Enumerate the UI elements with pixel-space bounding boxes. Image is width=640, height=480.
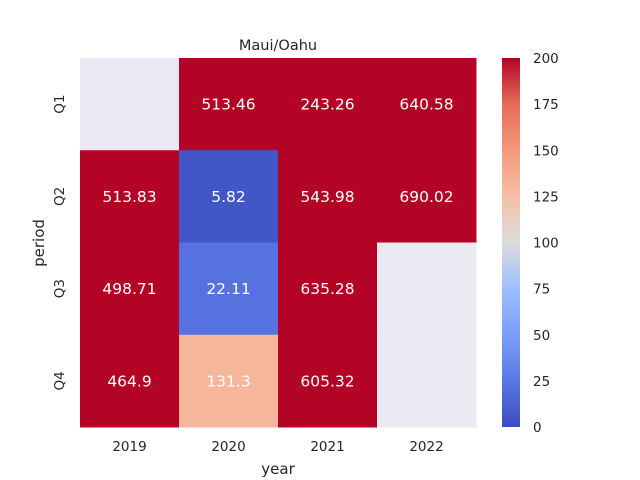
y-tick-label: Q3: [52, 279, 68, 298]
cell-value-label: 635.28: [300, 280, 354, 298]
heatmap-grid: 513.46 243.26 640.58 513.83 5.82 543.98 690.02…: [80, 58, 477, 428]
cell-value-label: 131.3: [206, 372, 250, 390]
cell-value-label: 543.98: [300, 188, 354, 206]
heatmap-cell: [179, 334, 279, 428]
colorbar-tick-label: 175: [533, 97, 559, 113]
x-tick-label: 2020: [211, 439, 245, 455]
cell-value-label: 513.46: [201, 96, 255, 114]
colorbar-tick-label: 100: [533, 236, 559, 252]
cell-value-label: 22.11: [206, 280, 250, 298]
x-tick-label: 2022: [409, 439, 443, 455]
heatmap-cell: [179, 58, 279, 151]
x-tick-label: 2019: [112, 439, 146, 455]
colorbar-ticks: 0 25 50 75 100 125 150 175 200: [533, 51, 559, 436]
colorbar: [502, 58, 520, 427]
heatmap-cell-empty: [377, 242, 477, 336]
y-axis-ticks: Q1 Q2 Q3 Q4: [52, 95, 68, 391]
heatmap-cell: [377, 150, 477, 243]
colorbar-tick-label: 25: [533, 374, 550, 390]
heatmap-cell: [80, 334, 180, 428]
heatmap-cell: [278, 58, 378, 151]
x-axis-label: year: [261, 460, 295, 478]
heatmap-cell: [80, 242, 180, 336]
heatmap-cell-empty: [80, 58, 180, 151]
y-tick-label: Q2: [52, 187, 68, 206]
x-axis-ticks: 2019 2020 2021 2022: [112, 439, 443, 455]
colorbar-tick-label: 50: [533, 328, 550, 344]
heatmap-cell: [377, 58, 477, 151]
chart-title: Maui/Oahu: [239, 38, 317, 54]
x-tick-label: 2021: [310, 439, 344, 455]
cell-value-label: 605.32: [300, 372, 354, 390]
cell-value-label: 243.26: [300, 96, 354, 114]
colorbar-tick-label: 125: [533, 189, 559, 205]
heatmap-cell: [278, 150, 378, 243]
colorbar-tick-label: 75: [533, 282, 550, 298]
colorbar-tick-label: 200: [533, 51, 559, 67]
cell-value-label: 5.82: [211, 188, 246, 206]
colorbar-tick-label: 0: [533, 420, 542, 436]
cell-value-label: 513.83: [102, 188, 156, 206]
heatmap-cell: [179, 150, 279, 243]
y-tick-label: Q1: [52, 95, 68, 114]
heatmap-cell-empty: [377, 334, 477, 428]
cell-value-label: 464.9: [107, 372, 151, 390]
cell-value-label: 690.02: [399, 188, 453, 206]
cell-value-label: 498.71: [102, 280, 156, 298]
y-tick-label: Q4: [52, 371, 68, 390]
heatmap-cell: [278, 242, 378, 336]
heatmap-cell: [278, 334, 378, 428]
y-axis-label: period: [30, 219, 48, 267]
heatmap-cell: [179, 242, 279, 336]
cell-value-label: 640.58: [399, 96, 453, 114]
heatmap-cell: [80, 150, 180, 243]
colorbar-tick-label: 150: [533, 143, 559, 159]
